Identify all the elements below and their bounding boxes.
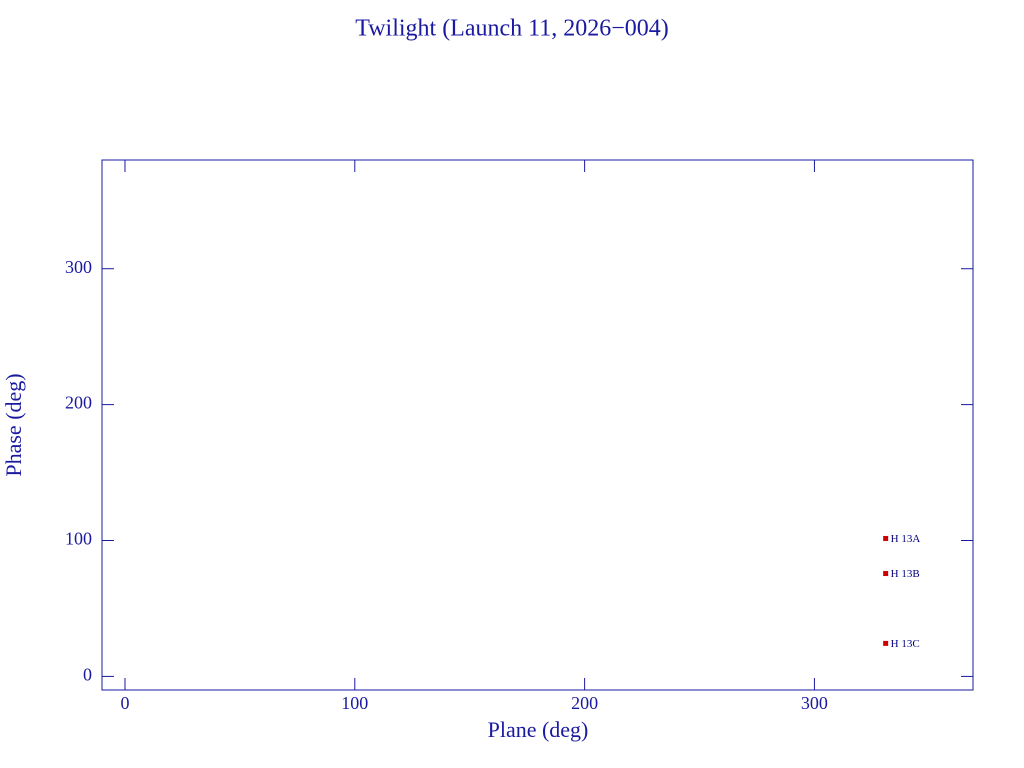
y-tick-label: 100 — [65, 529, 92, 549]
point — [883, 535, 889, 541]
y-tick-label: 300 — [65, 257, 92, 277]
x-tick-label: 0 — [120, 693, 129, 713]
y-axis-label: Phase (deg) — [1, 373, 26, 476]
point — [883, 571, 889, 577]
y-tick-label: 0 — [83, 665, 92, 685]
x-axis-label: Plane (deg) — [488, 717, 589, 742]
y-tick-label: 200 — [65, 393, 92, 413]
point-label: H 13B — [891, 568, 920, 580]
x-tick-label: 100 — [341, 693, 368, 713]
plot-frame — [101, 159, 974, 691]
point-label: H 13C — [891, 638, 920, 650]
point — [883, 640, 889, 646]
x-tick-label: 300 — [801, 693, 828, 713]
x-tick-label: 200 — [571, 693, 598, 713]
chart-title: Twilight (Launch 11, 2026−004) — [355, 16, 669, 42]
point-label: H 13A — [891, 533, 921, 545]
